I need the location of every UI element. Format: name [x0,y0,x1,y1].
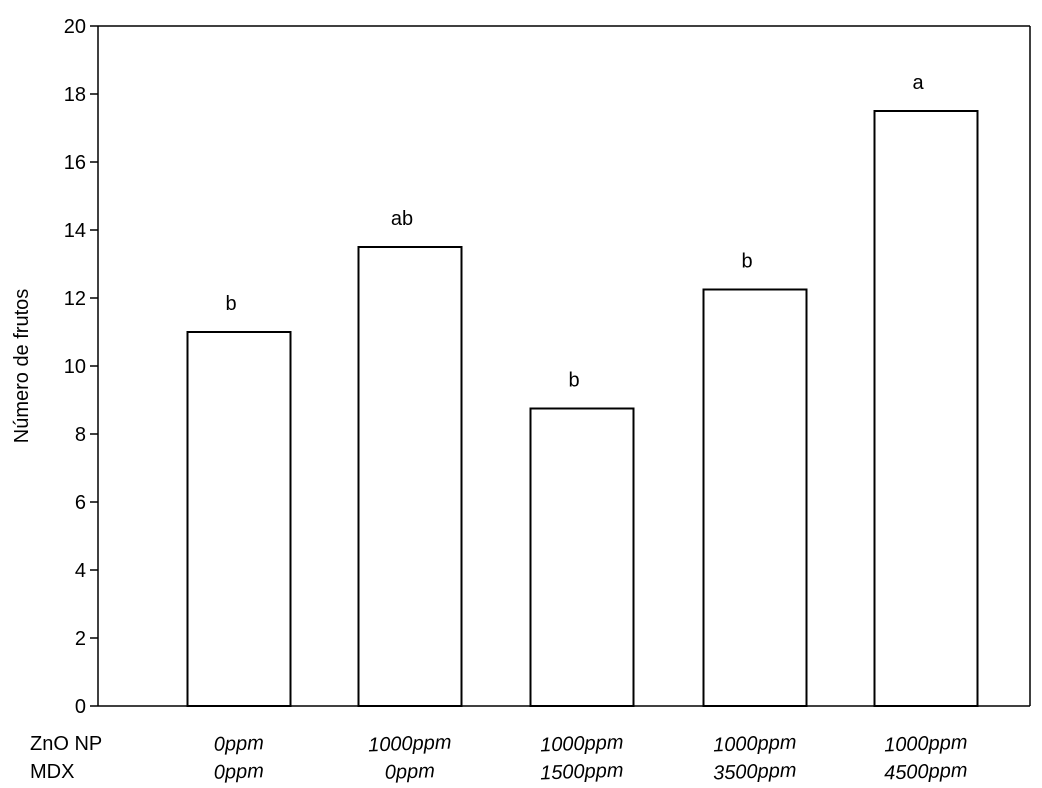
bar [702,288,808,707]
y-tick-label: 4 [75,560,86,582]
y-tick-label: 18 [64,84,86,106]
significance-letter: ab [391,208,413,230]
category-label-zno-np: 1000ppm [884,732,968,757]
category-label-mdx: 0ppm [213,760,264,784]
bar [357,246,463,707]
y-axis-label: Número de frutos [11,289,33,444]
category-label-zno-np: 1000ppm [540,732,624,757]
category-label-mdx: 0ppm [384,760,435,784]
group-label-zno-np: ZnO NP [30,733,102,755]
y-tick-label: 16 [64,152,86,174]
bar [529,407,635,707]
y-tick-label: 0 [75,696,86,718]
category-label-zno-np: 1000ppm [713,732,797,757]
category-label-mdx: 4500ppm [884,760,968,785]
y-tick-label: 20 [64,16,86,38]
category-label-zno-np: 0ppm [213,732,264,756]
significance-letter: b [225,293,236,315]
bar [186,331,292,707]
y-tick-label: 14 [64,220,86,242]
category-label-zno-np: 1000ppm [368,732,452,757]
y-tick-label: 2 [75,628,86,650]
category-label-mdx: 1500ppm [540,760,624,785]
significance-letter: b [568,370,579,392]
bar [873,110,979,707]
category-label-mdx: 3500ppm [713,760,797,785]
y-tick-label: 6 [75,492,86,514]
chart-labels: 0 2 4 6 8 10 12 14 16 18 20 Número de frutos b ab b b a Z… [11,16,968,784]
significance-letter: a [912,72,924,94]
y-tick-label: 12 [64,288,86,310]
chart-bars [186,110,979,707]
significance-letter: b [741,251,752,273]
group-label-mdx: MDX [30,761,74,783]
y-tick-label: 8 [75,424,86,446]
y-tick-label: 10 [64,356,86,378]
